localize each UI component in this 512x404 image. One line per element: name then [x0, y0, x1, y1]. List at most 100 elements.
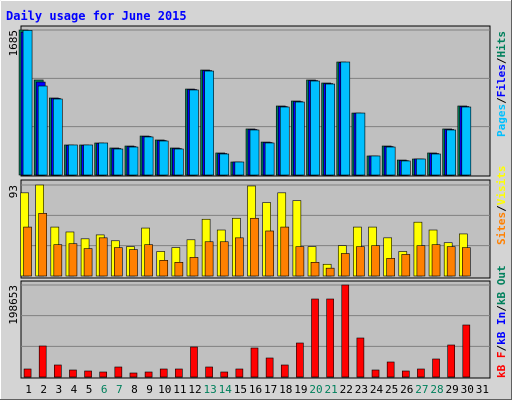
bar [68, 243, 78, 277]
bar [128, 146, 139, 176]
bar [461, 106, 472, 176]
bar [235, 368, 244, 378]
bar [235, 237, 244, 277]
bar [416, 158, 426, 176]
bar [326, 298, 334, 378]
legend-entry: Files [495, 64, 508, 97]
bar [98, 237, 108, 277]
bar [204, 70, 214, 176]
x-tick-label: 20 [309, 383, 322, 396]
bar [447, 344, 455, 378]
x-tick-label: 21 [325, 383, 338, 396]
bar [371, 369, 380, 378]
bar [53, 98, 63, 176]
legend-entry: Pages [495, 104, 508, 137]
bar [84, 370, 92, 378]
bar [68, 144, 78, 176]
bar [340, 61, 351, 176]
x-tick-label: 17 [264, 383, 277, 396]
bar [250, 347, 259, 378]
bar [114, 366, 123, 378]
bar [296, 342, 304, 378]
legend-separator: / [495, 345, 508, 352]
bar [371, 245, 380, 277]
bar [311, 298, 319, 378]
bar [462, 247, 471, 277]
bar [356, 337, 365, 378]
bar [98, 142, 109, 176]
x-tick-label: 8 [131, 383, 138, 396]
bar [265, 230, 274, 277]
bar [189, 257, 199, 277]
bar [69, 369, 77, 378]
bar [385, 146, 396, 176]
x-tick-label: 5 [86, 383, 93, 396]
bar [264, 142, 275, 176]
x-tick-label: 27 [415, 383, 428, 396]
x-tick-label: 18 [279, 383, 292, 396]
bar [113, 148, 124, 176]
bar [295, 101, 305, 176]
bar [310, 80, 320, 176]
bar [175, 368, 183, 378]
bar [401, 370, 410, 378]
bar [219, 153, 230, 176]
bar [190, 346, 198, 378]
bar [279, 106, 290, 176]
bar [99, 371, 108, 378]
x-tick-label: 29 [446, 383, 459, 396]
bar [23, 226, 32, 277]
bar [310, 262, 320, 277]
legend-entry: kB In [495, 312, 508, 345]
x-tick-label: 30 [461, 383, 474, 396]
bar [129, 372, 138, 378]
x-tick-label: 11 [173, 383, 186, 396]
legend-separator: / [495, 205, 508, 212]
x-tick-label: 6 [101, 383, 108, 396]
x-tick-label: 4 [71, 383, 78, 396]
bar [159, 260, 169, 277]
x-tick-label: 1 [25, 383, 32, 396]
bar [23, 368, 32, 378]
legend-entry: Visits [495, 166, 508, 206]
bar [250, 217, 259, 277]
bar [356, 246, 365, 277]
bar [265, 357, 274, 378]
bar [370, 155, 381, 176]
legend-entry: kB F [495, 352, 508, 379]
x-tick-label: 28 [430, 383, 443, 396]
x-tick-label: 15 [234, 383, 247, 396]
legend-entry: Hits [495, 31, 508, 58]
bar [234, 161, 245, 176]
y-tick-label: 198653 [7, 285, 20, 325]
bar [446, 246, 456, 277]
x-tick-label: 25 [385, 383, 398, 396]
bar [38, 345, 47, 378]
bar [189, 89, 199, 176]
bar [83, 248, 93, 277]
x-tick-label: 7 [116, 383, 123, 396]
bar [174, 262, 184, 277]
bar [144, 371, 153, 378]
legend-entry: kB Out [495, 265, 508, 305]
bar [295, 246, 305, 277]
legend-separator: / [495, 57, 508, 64]
bar [386, 258, 395, 277]
bar [325, 267, 335, 277]
x-tick-label: 3 [56, 383, 63, 396]
bar [446, 129, 456, 176]
bar [401, 254, 411, 277]
bar [220, 371, 229, 378]
bar [37, 85, 48, 176]
bar [462, 324, 471, 378]
bar [144, 244, 153, 277]
bar [22, 30, 33, 176]
bar [174, 148, 184, 176]
bar [400, 160, 411, 176]
bar [204, 241, 214, 277]
bar [340, 253, 350, 277]
x-tick-label: 23 [355, 383, 368, 396]
bar [54, 364, 62, 378]
bar [249, 129, 260, 176]
